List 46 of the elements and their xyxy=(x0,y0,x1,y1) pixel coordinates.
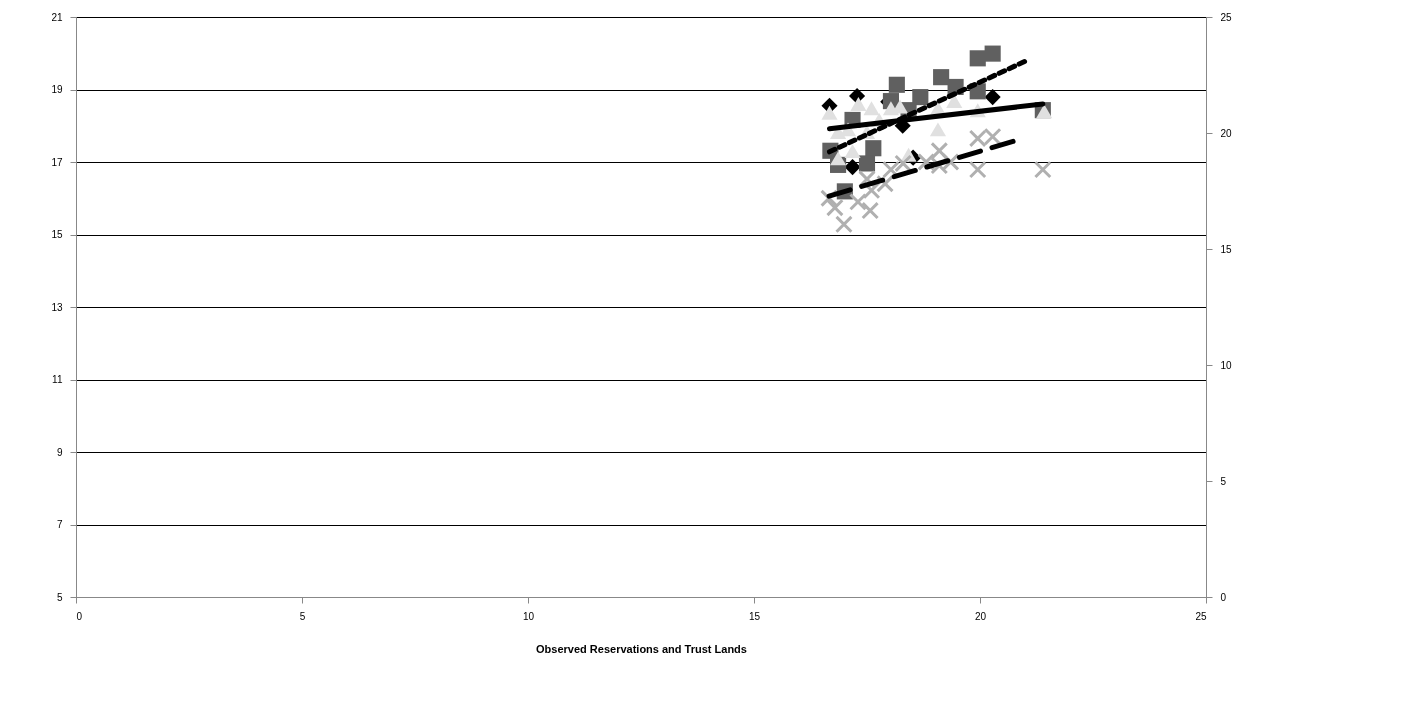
x-tick-label: 0 xyxy=(76,610,83,622)
y-tick-label: 9 xyxy=(56,446,63,458)
y-tick-label: 21 xyxy=(51,11,63,23)
y2-tick-label: 5 xyxy=(1220,475,1227,487)
point xyxy=(968,160,987,179)
x-axis-title: Observed Reservations and Trust Lands xyxy=(536,642,747,655)
point xyxy=(888,76,905,93)
point xyxy=(930,141,949,160)
point xyxy=(984,45,1001,62)
point xyxy=(844,144,861,159)
y2-tick-label: 20 xyxy=(1220,127,1233,139)
y-tick-label: 19 xyxy=(51,84,63,95)
y2-tick-label: 15 xyxy=(1220,243,1233,255)
y-tick-label: 17 xyxy=(51,156,63,168)
x-tick-label: 20 xyxy=(974,610,987,622)
point xyxy=(929,122,947,137)
point xyxy=(933,69,950,86)
point xyxy=(861,201,880,220)
y-tick-label: 7 xyxy=(56,519,63,530)
y-tick-label: 15 xyxy=(51,229,63,240)
y-tick-label: 11 xyxy=(52,374,63,385)
y2-tick-label: 25 xyxy=(1220,11,1233,23)
point xyxy=(850,97,867,111)
y2-tick-label: 10 xyxy=(1220,359,1233,371)
y2-tick-label: 0 xyxy=(1220,591,1227,603)
x-tick-label: 25 xyxy=(1195,610,1207,622)
point xyxy=(865,140,882,157)
point xyxy=(946,94,963,109)
point xyxy=(863,101,880,116)
point xyxy=(984,89,1001,106)
x-tick-label: 15 xyxy=(748,610,761,622)
point xyxy=(1033,160,1052,179)
point xyxy=(825,198,844,217)
point xyxy=(844,159,861,176)
point xyxy=(941,153,960,171)
point xyxy=(969,50,986,67)
point xyxy=(835,215,853,234)
point xyxy=(821,105,838,120)
x-tick-label: 10 xyxy=(522,610,535,622)
point xyxy=(912,89,929,106)
point xyxy=(830,151,847,166)
x-tick-label: 5 xyxy=(299,610,306,622)
y-tick-label: 5 xyxy=(56,591,63,603)
y-tick-label: 13 xyxy=(51,301,63,313)
point xyxy=(849,192,867,211)
point xyxy=(858,155,876,172)
